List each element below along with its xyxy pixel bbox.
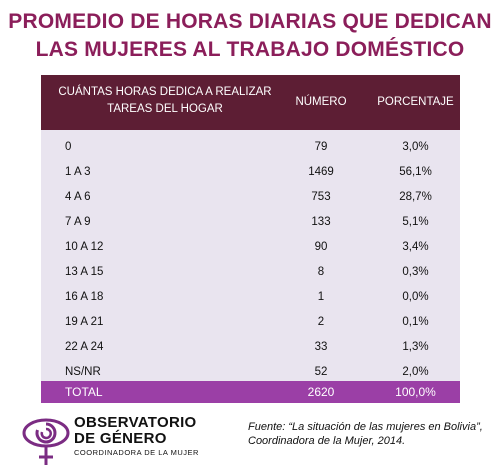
logo-line-2: DE GÉNERO (74, 430, 167, 447)
header-number: NÚMERO (295, 96, 347, 108)
table-body: 0 79 3,0% 1 A 3 1469 56,1% 4 A 6 753 28,… (41, 130, 460, 381)
cell-percent: 3,0% (402, 141, 429, 153)
cell-hours: 7 A 9 (65, 216, 91, 228)
cell-percent: 2,0% (402, 366, 429, 378)
cell-number: 90 (314, 241, 328, 253)
cell-percent: 1,3% (402, 341, 429, 353)
cell-hours: 22 A 24 (65, 341, 104, 353)
header-hours-line-1: CUÁNTAS HORAS DEDICA A REALIZAR (58, 86, 272, 98)
logo-text: OBSERVATORIO DE GÉNERO COORDINADORA DE L… (74, 414, 199, 458)
cell-hours: 0 (65, 141, 72, 153)
source-line-1: Fuente: “La situación de las mujeres en … (248, 421, 483, 433)
total-row: TOTAL 2620 100,0% (41, 381, 460, 403)
cell-percent: 0,1% (402, 316, 429, 328)
total-number: 2620 (307, 385, 335, 399)
table-row: 4 A 6 753 28,7% (41, 186, 460, 211)
table-row: 16 A 18 1 0,0% (41, 286, 460, 311)
cell-hours: 1 A 3 (65, 166, 91, 178)
eye-venus-icon (22, 418, 70, 465)
cell-hours: 16 A 18 (65, 291, 104, 303)
cell-percent: 56,1% (399, 166, 432, 178)
cell-percent: 0,3% (402, 266, 429, 278)
table-header: CUÁNTAS HORAS DEDICA A REALIZAR TAREAS D… (41, 75, 460, 130)
page-title: PROMEDIO DE HORAS DIARIAS QUE DEDICAN LA… (0, 8, 500, 64)
cell-hours: 10 A 12 (65, 241, 104, 253)
table-row: 0 79 3,0% (41, 136, 460, 161)
table-row: 1 A 3 1469 56,1% (41, 161, 460, 186)
table-row: 19 A 21 2 0,1% (41, 311, 460, 336)
cell-number: 133 (311, 216, 331, 228)
title-line-1: PROMEDIO DE HORAS DIARIAS QUE DEDICAN (8, 10, 492, 33)
table-row: 10 A 12 90 3,4% (41, 236, 460, 261)
table-row: 7 A 9 133 5,1% (41, 211, 460, 236)
cell-number: 52 (314, 366, 328, 378)
source-line-2: Coordinadora de la Mujer, 2014. (248, 435, 406, 447)
header-hours-line-2: TAREAS DEL HOGAR (107, 103, 223, 115)
source-note: Fuente: “La situación de las mujeres en … (248, 420, 498, 448)
cell-hours: 19 A 21 (65, 316, 104, 328)
table-row: 22 A 24 33 1,3% (41, 336, 460, 361)
cell-number: 753 (311, 191, 331, 203)
cell-percent: 3,4% (402, 241, 429, 253)
total-label: TOTAL (65, 385, 103, 399)
logo-line-3: COORDINADORA DE LA MUJER (74, 448, 199, 457)
hours-table: CUÁNTAS HORAS DEDICA A REALIZAR TAREAS D… (41, 75, 460, 403)
cell-percent: 5,1% (402, 216, 429, 228)
cell-percent: 0,0% (402, 291, 429, 303)
cell-hours: NS/NR (65, 366, 101, 378)
logo-line-1: OBSERVATORIO (74, 414, 197, 431)
table-row: 13 A 15 8 0,3% (41, 261, 460, 286)
header-percent: PORCENTAJE (377, 96, 454, 108)
cell-number: 1 (317, 291, 325, 303)
cell-number: 1469 (308, 166, 334, 178)
header-hours: CUÁNTAS HORAS DEDICA A REALIZAR TAREAS D… (41, 84, 289, 118)
total-percent: 100,0% (395, 385, 436, 399)
cell-percent: 28,7% (399, 191, 432, 203)
observatorio-logo: OBSERVATORIO DE GÉNERO COORDINADORA DE L… (22, 415, 242, 470)
cell-number: 79 (314, 141, 328, 153)
cell-number: 33 (314, 341, 328, 353)
cell-hours: 13 A 15 (65, 266, 104, 278)
cell-number: 2 (317, 316, 325, 328)
table-row: NS/NR 52 2,0% (41, 361, 460, 386)
cell-hours: 4 A 6 (65, 191, 91, 203)
title-line-2: LAS MUJERES AL TRABAJO DOMÉSTICO (35, 38, 465, 61)
cell-number: 8 (317, 266, 325, 278)
